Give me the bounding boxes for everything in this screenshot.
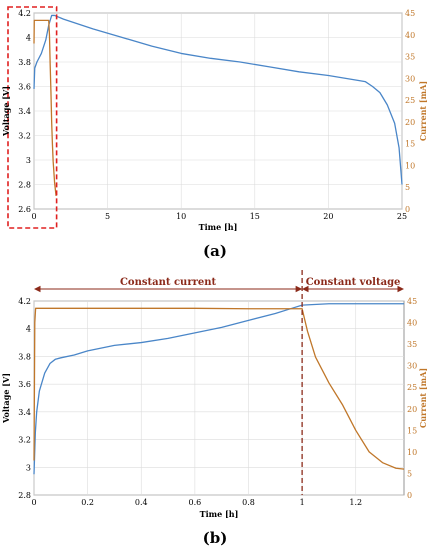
x-tick-label: 20 xyxy=(323,212,333,221)
chart-b: 0 0.2 0.4 0.6 0.8 1 1.2 2.8 3 3.2 3.4 3.6 3.8 4 4.2 0 5 1… xyxy=(1,270,428,547)
x-tick-label: 1.2 xyxy=(349,498,362,507)
y-tick-label-right: 25 xyxy=(407,383,417,392)
y-tick-label-left: 3 xyxy=(26,156,31,165)
chart-b-annotations xyxy=(33,270,405,495)
current-series-line xyxy=(33,19,57,197)
y-tick-label-right: 10 xyxy=(405,161,415,170)
chart-b-series xyxy=(33,303,405,475)
y-tick-label-right: 0 xyxy=(405,205,410,214)
y-tick-label-right: 30 xyxy=(407,362,417,371)
x-tick-label: 0.8 xyxy=(242,498,255,507)
chart-a: 0 5 10 15 20 25 2.6 2.8 3 3.2 3.4 3.6 3.8 4 4.2 0 5 10 15 2… xyxy=(1,6,428,260)
voltage-series-line xyxy=(33,14,403,185)
chart-b-ylabel-left: Voltage [V] xyxy=(1,373,11,424)
x-tick-label: 5 xyxy=(105,212,110,221)
x-tick-label: 15 xyxy=(250,212,260,221)
y-tick-label-right: 5 xyxy=(405,183,410,192)
y-tick-label-left: 2.8 xyxy=(18,491,31,500)
chart-a-ylabel-left: Voltage [V] xyxy=(1,86,11,137)
y-tick-label-left: 3.2 xyxy=(18,132,31,141)
y-tick-label-left: 4.2 xyxy=(18,9,31,18)
y-tick-label-left: 3.6 xyxy=(18,83,31,92)
chart-a-xlabel: Time [h] xyxy=(199,222,238,232)
y-tick-label-left: 4 xyxy=(26,34,31,43)
x-tick-label: 10 xyxy=(176,212,186,221)
y-tick-label-left: 4 xyxy=(26,325,31,334)
y-tick-label-right: 0 xyxy=(407,491,412,500)
y-tick-label-right: 30 xyxy=(405,74,415,83)
chart-b-ylabel-right: Current [mA] xyxy=(418,368,428,428)
y-tick-label-left: 3.2 xyxy=(18,436,31,445)
y-tick-label-left: 3 xyxy=(26,463,31,472)
y-tick-label-right: 10 xyxy=(407,448,417,457)
chart-a-panel-label: (a) xyxy=(203,242,227,260)
x-tick-label: 0 xyxy=(31,498,36,507)
chart-b-xlabel: Time [h] xyxy=(200,509,239,519)
y-tick-label-left: 2.8 xyxy=(18,181,31,190)
chart-b-region-label-cv: Constant voltage xyxy=(306,277,401,288)
y-tick-label-left: 2.6 xyxy=(18,205,31,214)
voltage-series-line xyxy=(33,303,404,475)
y-tick-label-right: 40 xyxy=(405,31,415,40)
y-tick-label-right: 25 xyxy=(405,96,415,105)
y-tick-label-right: 15 xyxy=(405,140,415,149)
x-tick-label: 25 xyxy=(397,212,407,221)
chart-b-region-label-cc: Constant current xyxy=(120,277,217,288)
chart-a-ticks: 0 5 10 15 20 25 2.6 2.8 3 3.2 3.4 3.6 3.8 4 4.2 0 5 10 15 2… xyxy=(18,9,415,221)
x-tick-label: 0.2 xyxy=(81,498,94,507)
y-tick-label-right: 5 xyxy=(407,469,412,478)
y-tick-label-right: 45 xyxy=(407,297,417,306)
y-tick-label-left: 3.6 xyxy=(18,380,31,389)
y-tick-label-left: 3.8 xyxy=(18,58,31,67)
y-tick-label-left: 3.8 xyxy=(18,352,31,361)
y-tick-label-left: 3.4 xyxy=(18,107,31,116)
y-tick-label-right: 15 xyxy=(407,426,417,435)
y-tick-label-right: 40 xyxy=(407,319,417,328)
x-tick-label: 0.4 xyxy=(135,498,148,507)
chart-a-series xyxy=(33,14,403,197)
chart-b-panel-label: (b) xyxy=(203,529,228,547)
chart-b-plot-area xyxy=(33,300,405,496)
y-tick-label-right: 20 xyxy=(407,405,417,414)
chart-a-highlight-box xyxy=(7,6,58,229)
x-tick-label: 0.6 xyxy=(189,498,202,507)
x-tick-label: 0 xyxy=(31,212,36,221)
y-tick-label-right: 45 xyxy=(405,9,415,18)
y-tick-label-left: 3.4 xyxy=(18,408,31,417)
y-tick-label-right: 35 xyxy=(405,53,415,62)
y-tick-label-left: 4.2 xyxy=(18,297,31,306)
chart-b-ticks: 0 0.2 0.4 0.6 0.8 1 1.2 2.8 3 3.2 3.4 3.6 3.8 4 4.2 0 5 1… xyxy=(18,297,417,507)
chart-a-grid xyxy=(33,12,403,210)
current-series-line xyxy=(33,307,405,470)
y-tick-label-right: 35 xyxy=(407,340,417,349)
chart-a-ylabel-right: Current [mA] xyxy=(418,81,428,141)
x-tick-label: 1 xyxy=(300,498,305,507)
y-tick-label-right: 20 xyxy=(405,118,415,127)
